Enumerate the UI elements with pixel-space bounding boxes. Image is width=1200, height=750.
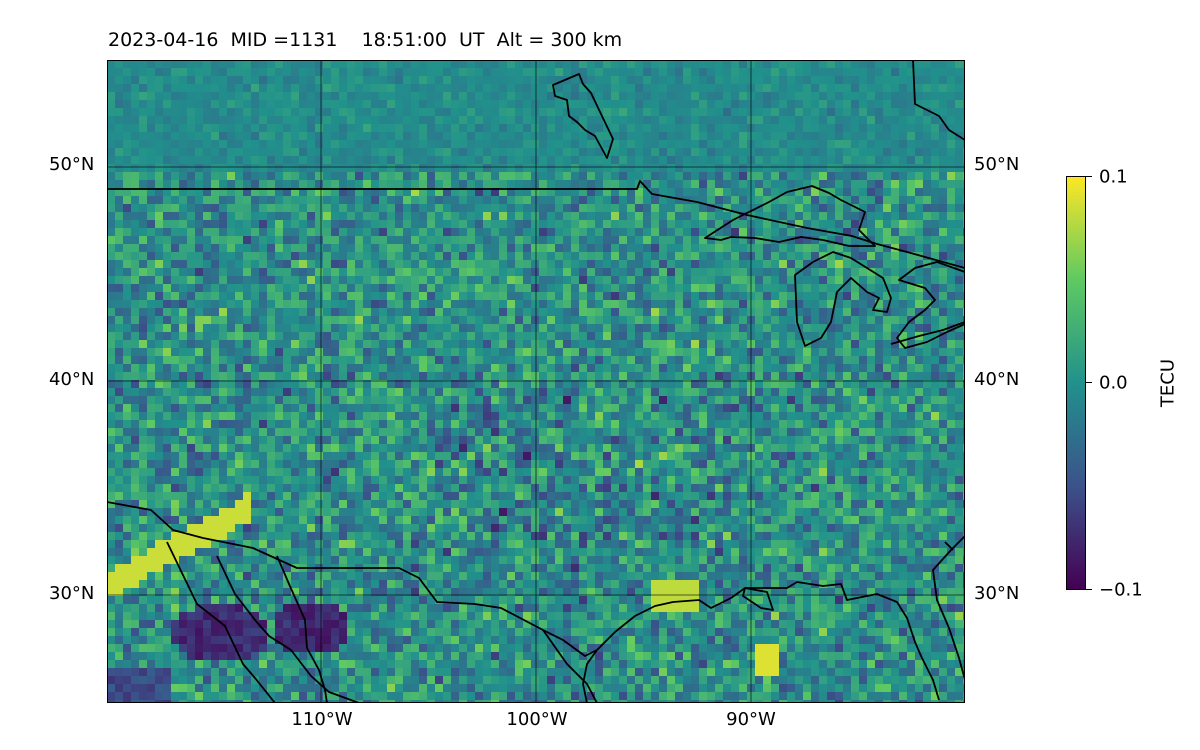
colorbar-tick-top [1086,176,1092,177]
gridlines [107,60,965,703]
colorbar-title: TECU [1157,358,1179,408]
lat-label-40n-right: 40°N [974,369,1020,390]
lat-label-50n-left: 50°N [49,154,95,175]
tec-cells [107,60,965,703]
lon-label-100w: 100°W [506,709,568,730]
colorbar [1066,176,1086,590]
colorbar-label-min: −0.1 [1099,579,1143,601]
colorbar-tick-bottom [1086,589,1092,590]
lon-label-90w: 90°W [726,709,776,730]
lat-label-30n-right: 30°N [974,583,1020,604]
plot-title: 2023-04-16 MID =1131 18:51:00 UT Alt = 3… [108,29,623,51]
colorbar-tick-mid [1086,382,1092,383]
lat-label-40n-left: 40°N [49,369,95,390]
colorbar-label-max: 0.1 [1099,166,1128,188]
coastlines [107,60,965,703]
lat-label-50n-right: 50°N [974,154,1020,175]
lat-label-30n-left: 30°N [49,583,95,604]
colorbar-label-zero: 0.0 [1099,372,1128,394]
tec-map [107,60,965,703]
lon-label-110w: 110°W [291,709,353,730]
